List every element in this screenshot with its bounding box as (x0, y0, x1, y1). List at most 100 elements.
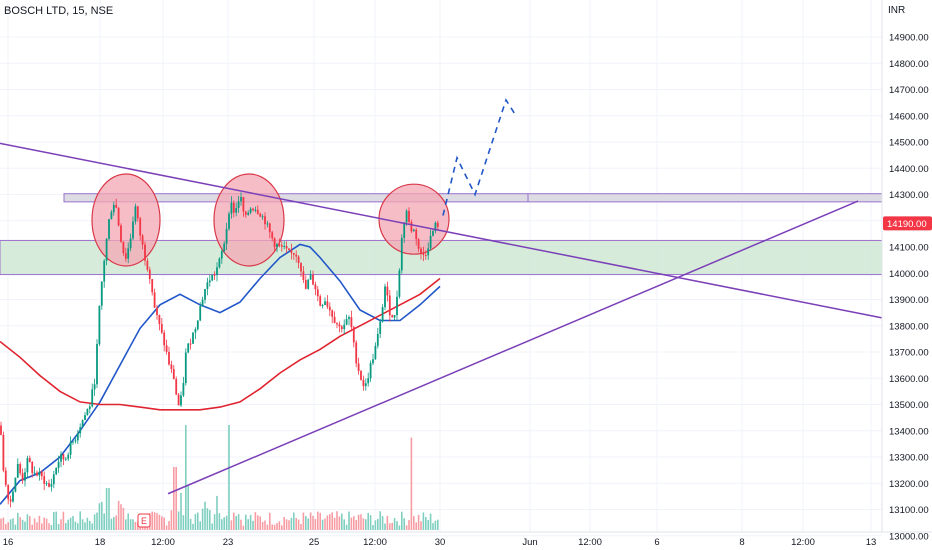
y-tick-label: 13400.00 (889, 426, 929, 437)
candle-body (134, 206, 137, 222)
earnings-marker-label: E (141, 516, 147, 526)
volume-bar (199, 521, 201, 530)
candle-body (314, 284, 317, 290)
candle-body (192, 332, 194, 344)
candle-body (28, 458, 31, 462)
candle-body (81, 420, 84, 428)
x-tick-label: 12:00 (363, 537, 387, 548)
candle-body (391, 315, 394, 318)
candle-body (350, 317, 353, 328)
volume-bar (117, 500, 120, 530)
volume-bar (372, 525, 374, 530)
candle-body (420, 248, 422, 254)
candle-body (400, 237, 403, 271)
y-tick-label: 14600.00 (889, 111, 929, 122)
trendlines (0, 142, 883, 495)
candle-body (211, 274, 214, 281)
last-price-badge: 14190.00 (883, 216, 932, 231)
candle-body (259, 213, 262, 217)
y-tick-label: 14700.00 (889, 85, 929, 96)
candle-body (98, 305, 101, 345)
candle-body (244, 211, 247, 215)
candle-body (206, 282, 209, 290)
volume-bar (345, 524, 348, 530)
candle-body (115, 204, 118, 208)
volume-bar (74, 521, 77, 530)
volume-bar (45, 518, 48, 530)
candle-body (302, 271, 305, 280)
volume-bar (31, 524, 33, 530)
volume-bar (12, 518, 14, 530)
x-tick-label: Jun (522, 537, 537, 548)
volume-bar (393, 518, 396, 530)
volume-bar (422, 512, 425, 530)
candle-body (374, 345, 377, 360)
volume-bar (302, 512, 305, 530)
volume-bar (5, 524, 7, 530)
candle-body (132, 221, 134, 239)
candle-body (144, 244, 146, 261)
candle-body (384, 286, 386, 308)
volume-bar (290, 517, 293, 530)
candle-body (331, 310, 334, 317)
volume-bar (189, 518, 192, 530)
candle-body (139, 218, 142, 236)
candle-body (60, 454, 62, 462)
volume-bar (362, 518, 365, 530)
earnings-marker-box (137, 513, 151, 528)
y-tick-label: 14800.00 (889, 59, 929, 70)
volume-bar (127, 513, 129, 530)
volume-bar (50, 525, 53, 530)
y-tick-label: 14300.00 (889, 190, 929, 201)
volume-bar (221, 519, 223, 530)
candle-body (165, 345, 168, 352)
red-moving-average (0, 277, 441, 411)
volume-bar (91, 523, 93, 530)
x-tick-label: 12:00 (578, 537, 602, 548)
volume-bar (281, 525, 283, 530)
candle-body (405, 210, 408, 223)
volume-bar (369, 515, 372, 530)
volume-bar (108, 488, 110, 530)
x-tick-label: 25 (309, 537, 320, 548)
candle-body (168, 351, 170, 365)
volume-bar (295, 518, 297, 530)
candle-body (242, 197, 245, 212)
candle-body (225, 228, 228, 244)
candle-body (432, 231, 434, 236)
candle-body (319, 296, 322, 306)
volume-bar (19, 517, 21, 530)
candle-body (151, 279, 154, 293)
candle-body (201, 299, 204, 307)
candle-body (14, 477, 17, 492)
volume-bar (187, 485, 189, 530)
candle-body (434, 222, 437, 232)
candle-body (328, 306, 331, 311)
volume-bar (125, 519, 127, 530)
candle-body (213, 274, 216, 276)
volume-bar (389, 523, 391, 530)
volume-bar (168, 521, 170, 530)
volume-bar (326, 515, 329, 530)
volume-bar (278, 521, 281, 530)
volume-bar (173, 467, 175, 530)
volume-bar (341, 513, 343, 530)
candle-body (396, 296, 398, 316)
volume-bar (403, 518, 405, 530)
candle-body (412, 229, 415, 232)
volume-bar (98, 503, 101, 530)
volume-bar (379, 511, 381, 530)
candle-body (148, 269, 151, 280)
volume-bar (329, 514, 331, 530)
volume-bar (43, 517, 45, 530)
candle-body (218, 258, 221, 268)
candle-body (4, 470, 7, 485)
volume-bar (374, 520, 377, 530)
candle-body (252, 208, 254, 211)
candle-body (232, 202, 235, 213)
candle-body (40, 471, 43, 477)
candle-body (376, 333, 379, 346)
candle-body (290, 250, 293, 254)
